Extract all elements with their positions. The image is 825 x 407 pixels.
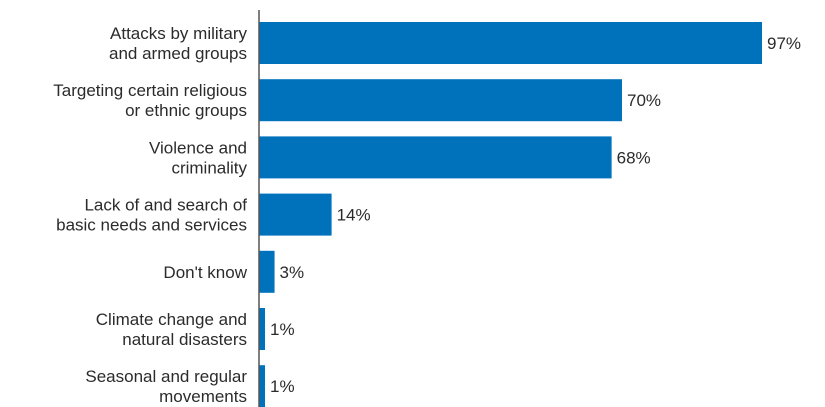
value-label-6: 1% [270,320,295,339]
category-labels-group: Attacks by military and armed groups Targe… [53,24,247,406]
value-label-4: 14% [337,206,371,225]
bar-3 [259,136,612,179]
bar-4 [259,193,332,236]
category-label-3: Violence and criminality [149,138,247,177]
category-label-5: Don't know [163,263,247,282]
value-label-5: 3% [280,263,305,282]
category-label-4: Lack of and search of basic needs and ser… [56,196,247,235]
category-label-1: Attacks by military and armed groups [109,24,247,63]
value-label-3: 68% [617,148,651,167]
bar-6 [259,308,265,350]
bar-7 [259,365,265,407]
value-label-7: 1% [270,377,295,396]
bar-5 [259,250,275,293]
category-label-6: Climate change and natural disasters [96,310,247,349]
value-label-1: 97% [767,34,801,53]
value-label-2: 70% [627,91,661,110]
category-label-7: Seasonal and regular movements [85,367,247,406]
value-labels-group: 97% 70% 68% 14% 3% 1% 1% [270,34,801,396]
bar-2 [259,79,622,122]
category-label-2: Targeting certain religious or ethnic gro… [53,81,247,120]
bars-group [259,22,762,407]
bar-1 [259,22,762,64]
